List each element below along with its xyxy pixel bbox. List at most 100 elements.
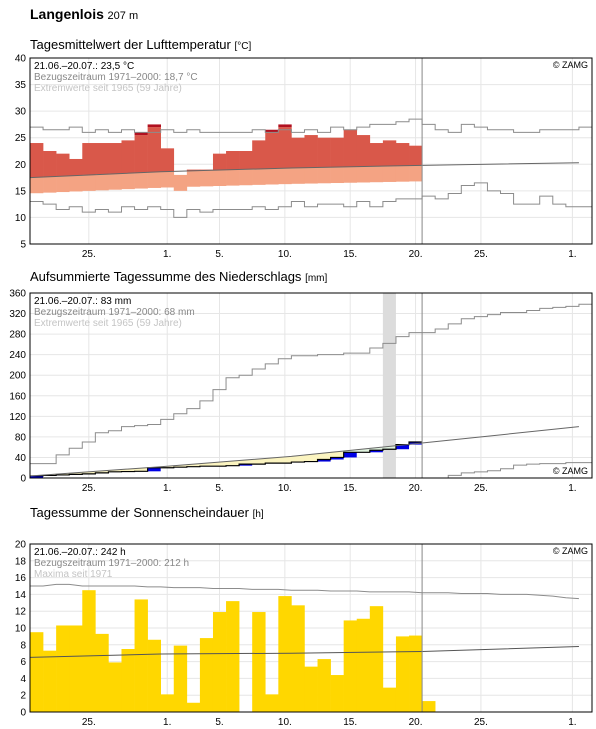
temp-bar-clim: [173, 174, 188, 191]
temp-bar-anomaly: [369, 143, 384, 167]
temp-bar-clim: [278, 168, 292, 185]
temp-unit: [°C]: [234, 41, 252, 52]
temp-max-line: [30, 118, 592, 133]
sun-info-line: Bezugszeitraum 1971–2000: 212 h: [34, 558, 189, 569]
station-elevation: 207 m: [107, 10, 139, 22]
precip-cumulative-line: [30, 441, 423, 477]
sun-bar: [147, 639, 161, 712]
precip-xtick-label: 1.: [163, 483, 171, 494]
temp-bar-anomaly: [30, 143, 44, 178]
precip-daily-bar: [239, 464, 253, 466]
precip-ytick-label: 40: [15, 453, 27, 464]
sun-xtick-label: 1.: [568, 717, 576, 728]
temp-bar-clim: [56, 176, 70, 193]
temp-bar-clim: [395, 165, 410, 182]
precip-climate-line: [29, 426, 579, 477]
temp-bar-anomaly: [330, 137, 344, 168]
precip-xtick-label: 10.: [278, 483, 292, 494]
sun-max-line: [30, 583, 579, 600]
temp-bar-clim: [356, 166, 371, 183]
sun-xtick-label: 20.: [409, 717, 423, 728]
temp-bar-clim: [95, 174, 109, 191]
precip-deficit: [212, 462, 227, 467]
sun-ytick-label: 2: [20, 691, 26, 702]
temp-ytick-label: 35: [15, 80, 27, 91]
temp-bar-clim: [330, 167, 344, 184]
precip-deficit: [134, 468, 148, 472]
precip-info-line: 21.06.–20.07.: 83 mm: [34, 296, 131, 307]
precip-ytick-label: 160: [9, 391, 26, 402]
sun-bar: [369, 606, 384, 712]
sun-bar: [422, 701, 436, 712]
sun-bar: [95, 633, 109, 712]
sun-xtick-label: 1.: [163, 717, 171, 728]
temp-bar-anomaly: [134, 135, 148, 173]
precip-title-text: Aufsummierte Tagessumme des Niederschlag…: [30, 269, 302, 284]
precip-frame: [29, 292, 593, 479]
sun-bar: [30, 632, 44, 712]
temp-bar-record: [278, 124, 292, 128]
temp-bar-clim: [409, 165, 423, 182]
sun-bar: [82, 590, 96, 712]
station-header: Langenlois 207 m: [30, 6, 138, 22]
temp-xtick-label: 1.: [568, 249, 576, 260]
precip-xtick-label: 5.: [215, 483, 223, 494]
sun-bar: [252, 612, 266, 712]
temp-bar-anomaly: [43, 151, 57, 177]
temp-bar-clim: [317, 167, 331, 184]
precip-title: Aufsummierte Tagessumme des Niederschlag…: [30, 269, 327, 284]
sun-frame: [29, 543, 593, 713]
temp-bar-clim: [134, 172, 148, 189]
temp-bar-clim: [121, 173, 135, 190]
temp-bar-clim: [186, 170, 201, 187]
temp-chart: 5 10 15 20 25 30 35 40 25. 1. 5. 10. 15. 20. 25. 1. 21.0…: [15, 54, 593, 260]
precip-deficit: [330, 451, 344, 458]
temp-bar-clim: [382, 166, 397, 182]
sun-ytick-label: 20: [15, 540, 27, 551]
sun-ytick-label: 16: [15, 573, 27, 584]
temp-bar-record: [265, 129, 279, 133]
precip-daily-bar: [343, 452, 357, 458]
sun-climate-line: [29, 645, 579, 658]
temp-bar-clim: [69, 175, 83, 192]
precip-chart: 0 40 80 120 160 200 240 280 320 360 25. 1. 5. 10. 15. 2…: [9, 289, 593, 494]
precip-deficit: [95, 470, 109, 473]
temp-bar-clim: [265, 168, 279, 185]
sun-bar: [43, 650, 57, 712]
temp-min-line: [30, 182, 592, 218]
sun-bar: [186, 702, 201, 712]
temp-title-text: Tagesmittelwert der Lufttemperatur: [30, 37, 231, 52]
precip-copyright: © ZAMG: [553, 466, 588, 476]
temp-bar-clim: [239, 169, 253, 186]
sun-ytick-label: 10: [15, 624, 27, 635]
precip-deficit: [382, 446, 397, 450]
temp-bar-clim: [252, 168, 266, 185]
temp-bar-anomaly: [317, 137, 331, 168]
precip-ytick-label: 80: [15, 432, 27, 443]
temp-bar-clim: [304, 167, 318, 184]
temp-bar-anomaly: [356, 135, 371, 167]
sun-bar: [226, 601, 240, 712]
temp-ytick-label: 5: [20, 240, 26, 251]
temp-bar-anomaly: [291, 137, 305, 168]
sun-bar: [278, 596, 292, 712]
temp-bar-record: [147, 124, 161, 128]
temp-ytick-label: 10: [15, 213, 27, 224]
temp-bar-anomaly: [160, 148, 175, 172]
sun-title-text: Tagessumme der Sonnenscheindauer: [30, 505, 249, 520]
temp-frame: [29, 57, 593, 245]
precip-deficit: [239, 460, 253, 465]
precip-daily-bar: [395, 444, 410, 450]
precip-deficit: [265, 457, 279, 464]
temp-bar-clim: [226, 169, 240, 186]
temp-bar-anomaly: [226, 151, 240, 170]
sun-bar: [291, 605, 305, 712]
precip-daily-bar: [147, 467, 161, 472]
temp-bar-anomaly: [343, 129, 358, 167]
sun-bar: [343, 620, 358, 712]
sun-copyright: © ZAMG: [553, 546, 588, 556]
precip-deficit: [226, 461, 240, 466]
temp-bar-clim: [291, 167, 305, 184]
temp-info-line: 21.06.–20.07.: 23,5 °C: [34, 61, 134, 72]
